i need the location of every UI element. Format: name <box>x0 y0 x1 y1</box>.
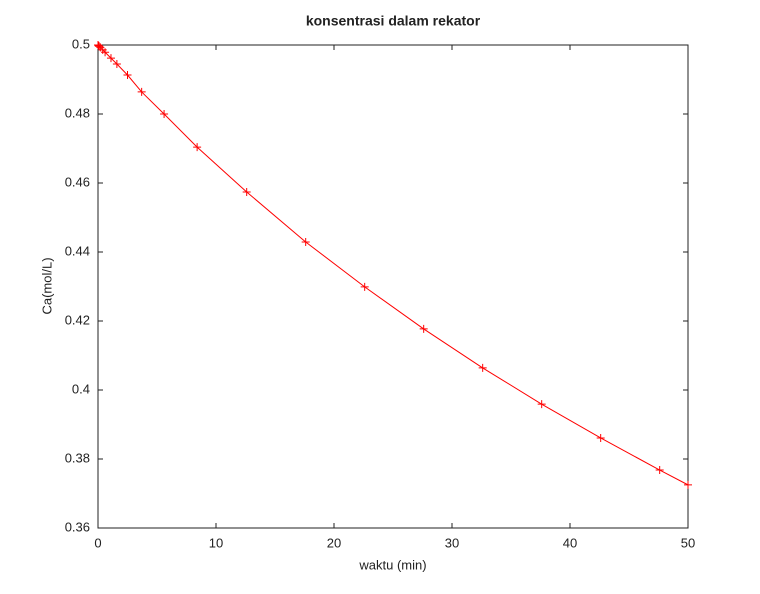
data-marker <box>94 41 103 50</box>
data-marker <box>137 87 146 96</box>
y-tick-label: 0.48 <box>65 105 90 120</box>
data-marker <box>242 187 251 196</box>
data-marker <box>95 42 104 51</box>
data-marker <box>478 363 487 372</box>
y-tick-label: 0.44 <box>65 243 90 258</box>
data-marker <box>360 282 369 291</box>
x-axis-label: waktu (min) <box>358 557 426 572</box>
data-marker <box>684 480 692 489</box>
data-marker <box>193 143 202 152</box>
x-tick-label: 50 <box>681 535 695 550</box>
data-marker <box>123 71 132 80</box>
x-tick-label: 0 <box>94 535 101 550</box>
y-tick-label: 0.42 <box>65 312 90 327</box>
data-marker <box>106 54 115 63</box>
data-marker <box>301 237 310 246</box>
y-axis-label: Ca(mol/L) <box>39 257 54 314</box>
data-marker <box>112 59 121 68</box>
x-tick-label: 40 <box>563 535 577 550</box>
y-tick-label: 0.38 <box>65 450 90 465</box>
data-line <box>97 44 689 486</box>
chart-title: konsentrasi dalam rekator <box>306 13 481 29</box>
x-tick-label: 30 <box>445 535 459 550</box>
data-marker <box>596 433 605 442</box>
data-marker <box>160 110 169 118</box>
data-marker <box>537 400 546 409</box>
y-tick-label: 0.36 <box>65 519 90 534</box>
data-marker <box>419 324 428 333</box>
data-marker <box>101 48 110 57</box>
y-tick-label: 0.5 <box>72 36 90 51</box>
y-tick-label: 0.46 <box>65 174 90 189</box>
y-tick-label: 0.4 <box>72 381 90 396</box>
plot-frame <box>97 44 689 529</box>
x-tick-label: 20 <box>327 535 341 550</box>
x-tick-label: 10 <box>209 535 223 550</box>
data-marker <box>655 466 664 475</box>
